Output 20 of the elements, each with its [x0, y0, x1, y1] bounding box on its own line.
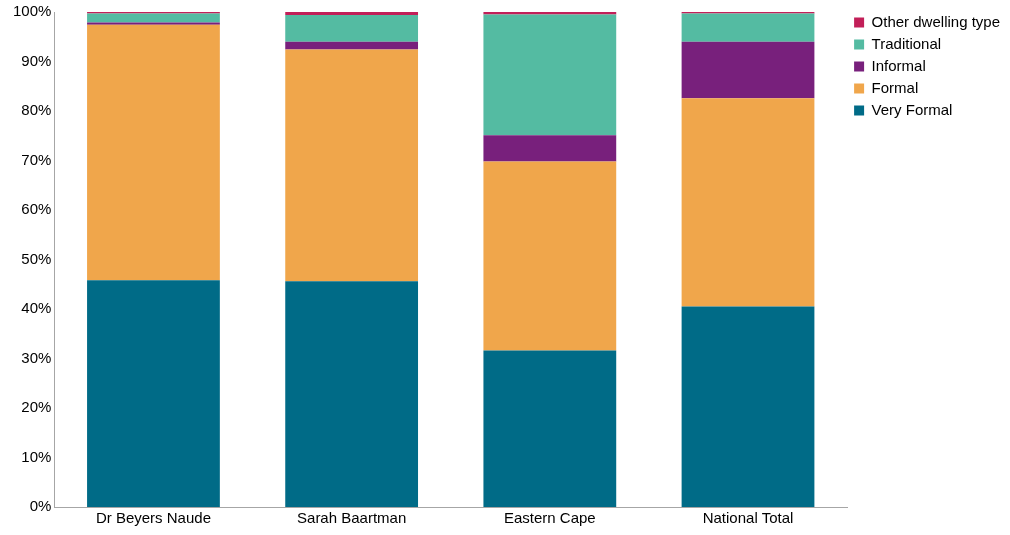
y-tick-label: 10%: [21, 447, 52, 465]
y-tick-label: 20%: [21, 398, 52, 416]
y-tick-label: 40%: [21, 299, 52, 317]
y-tick-label: 50%: [21, 249, 52, 267]
legend-label: Very Formal: [871, 100, 953, 118]
y-tick-label: 100%: [12, 2, 52, 20]
x-tick-label: Sarah Baartman: [297, 509, 407, 527]
legend-label: Other dwelling type: [871, 12, 1001, 30]
legend-label: Informal: [871, 56, 926, 74]
x-tick-label: Dr Beyers Naude: [95, 509, 211, 527]
x-tick-label: National Total: [702, 509, 794, 527]
y-tick-label: 60%: [21, 200, 52, 218]
y-tick-label: 70%: [21, 150, 52, 168]
legend-label: Traditional: [871, 34, 942, 52]
y-tick-label: 30%: [21, 348, 52, 366]
y-tick-label: 80%: [21, 101, 52, 119]
y-tick-label: 90%: [21, 51, 52, 69]
legend-label: Formal: [871, 78, 919, 96]
x-tick-label: Eastern Cape: [503, 509, 596, 527]
y-tick-label: 0%: [29, 497, 52, 515]
